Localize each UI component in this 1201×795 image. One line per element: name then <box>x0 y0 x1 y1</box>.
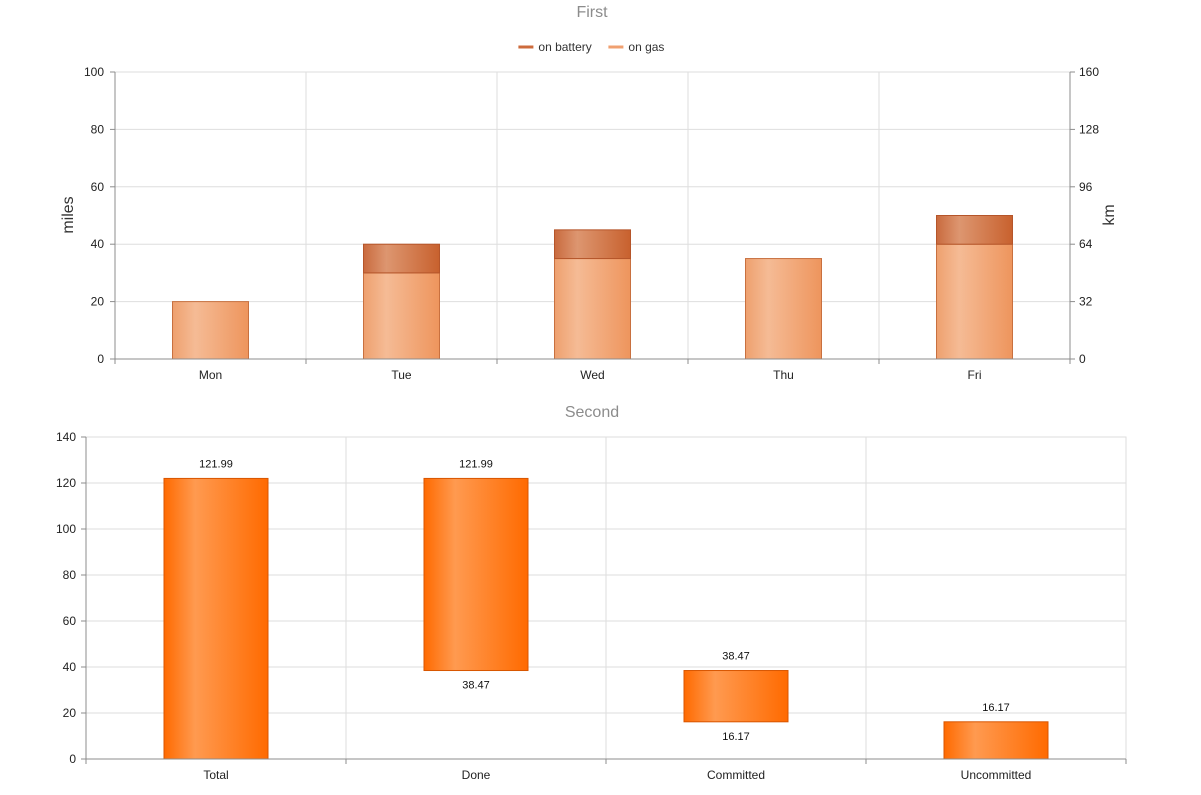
secondary-y-tick-label: 64 <box>1079 237 1093 251</box>
bar-on-gas-mon <box>172 301 249 360</box>
secondary-y-tick-label: 96 <box>1079 180 1093 194</box>
x-tick-label-mon: Mon <box>199 368 222 382</box>
secondary-y-tick-label: 0 <box>1079 352 1086 366</box>
y-tick-label: 80 <box>63 568 77 582</box>
bar-on-gas-thu <box>745 258 822 360</box>
axes <box>110 71 1075 364</box>
y-tick-label: 60 <box>63 614 77 628</box>
y-tick-label: 0 <box>69 752 76 766</box>
bar-on-battery-tue <box>363 243 440 274</box>
data-labels: 121.99 121.99 38.47 38.47 16.17 16.17 <box>199 458 1010 742</box>
legend[interactable]: on battery on gas <box>518 40 664 54</box>
data-label-top-total: 121.99 <box>199 458 233 470</box>
chart-second-title: Second <box>565 404 619 421</box>
y-tick-label: 120 <box>56 476 76 490</box>
bar-on-gas-wed <box>554 258 631 360</box>
y-tick-label: 20 <box>63 706 77 720</box>
bar-committed <box>683 670 789 723</box>
y-tick-label: 60 <box>91 180 105 194</box>
y-tick-label: 140 <box>56 430 76 444</box>
data-label-top-done: 121.99 <box>459 458 493 470</box>
tick-labels: 0 20 40 60 80 100 0 32 64 96 128 160 Mon Tue Wed Thu Fri <box>84 65 1099 382</box>
x-tick-label-fri: Fri <box>968 368 982 382</box>
bars <box>172 215 1013 360</box>
bar-on-gas-fri <box>936 243 1013 360</box>
bar-on-gas-tue <box>363 272 440 360</box>
bar-on-battery-wed <box>554 229 631 260</box>
secondary-y-tick-label: 160 <box>1079 65 1099 79</box>
y-tick-label: 20 <box>91 295 105 309</box>
x-tick-label-committed: Committed <box>707 768 765 782</box>
x-tick-label-wed: Wed <box>580 368 604 382</box>
legend-label-on-gas[interactable]: on gas <box>628 40 664 54</box>
data-label-bottom-committed: 16.17 <box>722 731 750 743</box>
secondary-y-axis-title: km <box>1101 204 1118 225</box>
tick-labels: 0 20 40 60 80 100 120 140 Total Done Committed Unco… <box>56 430 1031 782</box>
bar-uncommitted <box>943 721 1049 760</box>
axes <box>81 436 1127 764</box>
chart-second: Second 0 20 40 60 80 100 120 140 Total Done Commit… <box>56 404 1127 782</box>
bars <box>163 477 1049 760</box>
data-label-top-uncommitted: 16.17 <box>982 702 1010 714</box>
x-tick-label-done: Done <box>462 768 491 782</box>
bar-done <box>423 477 529 672</box>
data-label-top-committed: 38.47 <box>722 651 750 663</box>
secondary-y-tick-label: 128 <box>1079 122 1099 136</box>
secondary-y-tick-label: 32 <box>1079 295 1093 309</box>
y-tick-label: 80 <box>91 122 105 136</box>
legend-label-on-battery[interactable]: on battery <box>538 40 591 54</box>
x-tick-label-thu: Thu <box>773 368 794 382</box>
y-tick-label: 40 <box>63 660 77 674</box>
x-tick-label-tue: Tue <box>391 368 412 382</box>
y-tick-label: 0 <box>97 352 104 366</box>
chart-first-title: First <box>576 4 608 21</box>
y-tick-label: 100 <box>56 522 76 536</box>
x-tick-label-total: Total <box>203 768 228 782</box>
y-tick-label: 100 <box>84 65 104 79</box>
bar-total <box>163 477 269 760</box>
chart-first: First on battery on gas 0 20 40 60 80 100 0 32 64… <box>60 4 1118 382</box>
data-label-bottom-done: 38.47 <box>462 680 490 692</box>
x-tick-label-uncommitted: Uncommitted <box>961 768 1032 782</box>
bar-on-battery-fri <box>936 215 1013 245</box>
y-tick-label: 40 <box>91 237 105 251</box>
y-axis-title: miles <box>60 196 77 233</box>
